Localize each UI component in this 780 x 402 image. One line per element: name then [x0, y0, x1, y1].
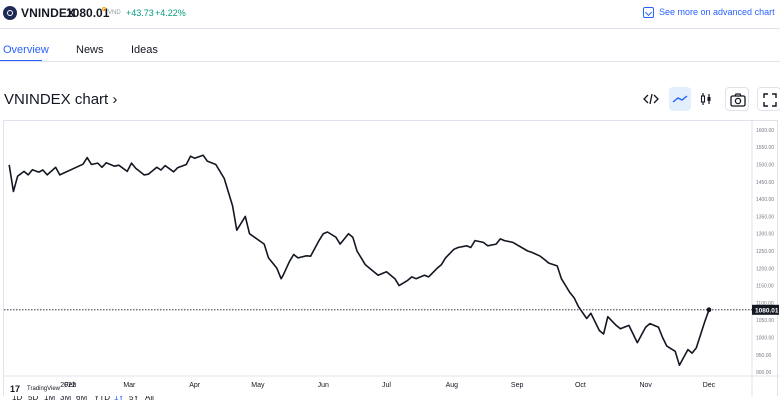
y-tick-label: 1600.00 — [756, 128, 774, 134]
range-selector: 1D 5D 1M 3M 6M YTD 1Y 5Y All — [0, 396, 780, 402]
ticker-change: +43.73 — [126, 8, 154, 18]
candles-icon — [700, 93, 711, 105]
x-tick-label: Mar — [123, 382, 136, 389]
tab-news[interactable]: News — [76, 44, 104, 56]
x-tick-label: Jun — [318, 382, 329, 389]
divider — [0, 28, 780, 29]
x-tick-label: Feb — [64, 382, 76, 389]
y-tick-label: 950.00 — [756, 353, 772, 359]
external-chart-icon — [643, 7, 654, 18]
x-tick-label: Sep — [511, 382, 524, 389]
market-status-icon — [102, 7, 106, 11]
ticker-symbol[interactable]: VNINDEX — [21, 6, 76, 20]
tradingview-label: TradingView — [27, 386, 61, 392]
range-button-6m[interactable]: 6M — [76, 396, 88, 402]
x-tick-label: 2022 — [60, 382, 76, 389]
last-price-marker — [706, 307, 712, 313]
range-button-3m[interactable]: 3M — [60, 396, 72, 402]
tab-ideas[interactable]: Ideas — [131, 44, 158, 56]
y-tick-label: 1550.00 — [756, 145, 774, 151]
y-tick-label: 1450.00 — [756, 180, 774, 186]
x-tick-label: Apr — [189, 382, 201, 389]
y-tick-label: 1000.00 — [756, 335, 774, 341]
range-button-1d[interactable]: 1D — [12, 396, 23, 402]
fullscreen-button[interactable] — [757, 87, 780, 111]
tradingview-logo-icon: 17 — [10, 384, 21, 394]
tab-overview[interactable]: Overview — [3, 44, 49, 56]
y-tick-label: 1350.00 — [756, 214, 774, 220]
y-tick-label: 900.00 — [756, 370, 772, 376]
range-button-all[interactable]: All — [145, 396, 154, 402]
y-tick-label: 1400.00 — [756, 197, 774, 203]
range-button-5y[interactable]: 5Y — [129, 396, 139, 402]
y-tick-label: 1200.00 — [756, 266, 774, 272]
price-chart[interactable]: 1600.00 1550.00 1500.00 1450.00 1400.00 1350.… — [4, 121, 779, 397]
ticker-price: 1080.01 — [66, 6, 110, 20]
line-chart-button[interactable] — [669, 87, 691, 111]
candles-chart-button[interactable] — [695, 87, 717, 111]
advanced-chart-label[interactable]: See more on advanced chart — [659, 7, 775, 17]
x-tick-label: Dec — [703, 382, 716, 389]
divider — [0, 61, 780, 62]
ticker-change-percent: +4.22% — [155, 8, 186, 18]
last-price-label: 1080.01 — [755, 307, 779, 314]
y-tick-label: 1500.00 — [756, 163, 774, 169]
x-tick-label: Jul — [382, 382, 391, 389]
fullscreen-icon — [763, 93, 777, 107]
embed-code-icon — [643, 93, 659, 105]
ticker-currency: VND — [108, 10, 121, 16]
price-series-line — [8, 154, 710, 366]
line-chart-icon — [672, 95, 688, 103]
camera-icon — [730, 93, 746, 107]
y-tick-label: 1050.00 — [756, 318, 774, 324]
x-tick-label: May — [251, 382, 265, 389]
chart-area[interactable]: 1600.00 1550.00 1500.00 1450.00 1400.00 1350.… — [3, 120, 779, 397]
vnindex-logo-icon — [3, 6, 17, 20]
embed-code-button[interactable] — [640, 87, 662, 111]
snapshot-button[interactable] — [725, 87, 749, 111]
ticker-bar: VNINDEX 1080.01 VND +43.73 +4.22% See mo… — [0, 0, 780, 28]
y-tick-label: 1100.00 — [756, 301, 774, 307]
x-tick-label: Oct — [575, 382, 586, 389]
range-button-ytd[interactable]: YTD — [94, 396, 110, 402]
range-button-1m[interactable]: 1M — [44, 396, 56, 402]
y-tick-label: 1300.00 — [756, 232, 774, 238]
range-button-5d[interactable]: 5D — [28, 396, 39, 402]
x-tick-label: Nov — [639, 382, 652, 389]
y-tick-label: 1250.00 — [756, 249, 774, 255]
last-price-label-bg — [752, 304, 779, 315]
x-tick-label: Aug — [446, 382, 459, 389]
range-button-1y[interactable]: 1Y — [114, 396, 124, 402]
chart-title-link[interactable]: VNINDEX chart › — [4, 91, 118, 108]
y-tick-label: 1150.00 — [756, 284, 774, 290]
